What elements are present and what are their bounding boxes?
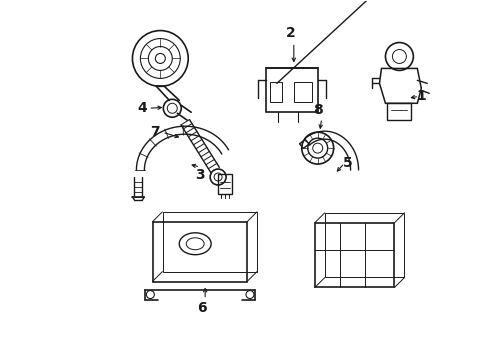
Text: 8: 8	[313, 103, 322, 117]
Text: 2: 2	[286, 26, 295, 40]
Text: 1: 1	[416, 89, 426, 103]
Text: 3: 3	[196, 168, 205, 182]
Text: 5: 5	[343, 156, 352, 170]
Text: 6: 6	[197, 301, 207, 315]
Text: 4: 4	[138, 101, 147, 115]
Text: 7: 7	[150, 125, 160, 139]
